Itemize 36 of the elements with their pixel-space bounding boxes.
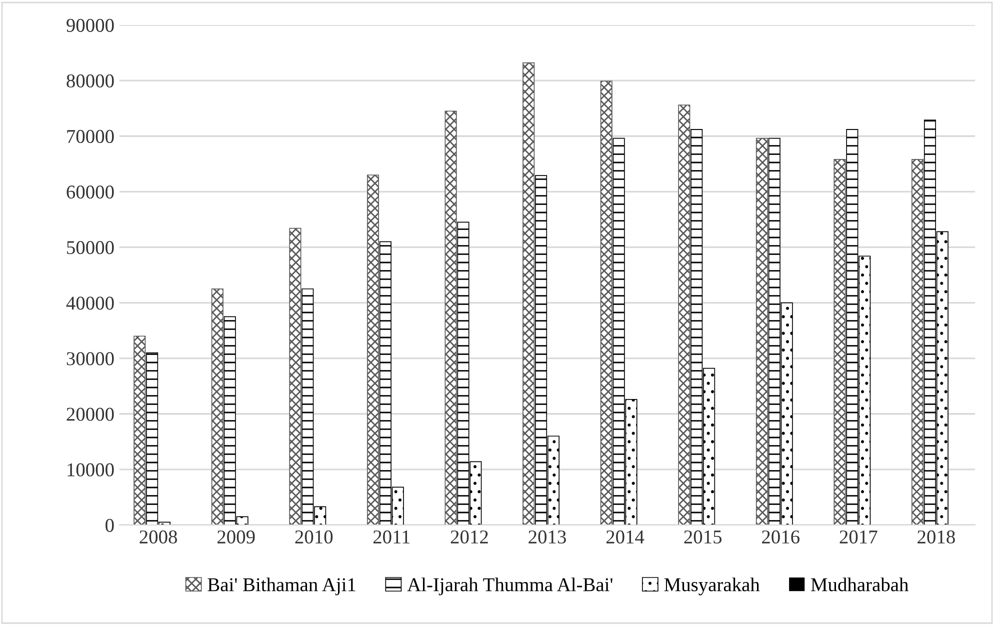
bar: [134, 336, 146, 525]
bar: [834, 159, 846, 525]
x-tick-label: 2008: [140, 530, 177, 544]
x-tick-label: 2012: [450, 530, 488, 544]
x-tick-label: 2011: [373, 530, 410, 544]
legend-label: Mudharabah: [811, 578, 908, 592]
bar: [600, 80, 612, 525]
bar: [366, 174, 380, 525]
x-tick-label: 2009: [217, 530, 255, 544]
y-tick-label: 50000: [67, 241, 114, 254]
y-tick-label: 10000: [68, 463, 114, 476]
y-tick-label: 20000: [66, 408, 114, 421]
legend-label: Bai' Bithaman Aji1: [208, 578, 356, 596]
x-tick-label: 2014: [606, 530, 644, 544]
legend-label: Al-Ijarah Thumma Al-Bai': [407, 578, 612, 596]
y-tick-label: 0: [106, 518, 114, 532]
x-tick-label: 2015: [684, 530, 722, 544]
bar: [912, 159, 924, 525]
legend-label: Musyarakah: [664, 578, 760, 596]
x-tick-label: 2013: [528, 530, 566, 544]
bar: [756, 138, 768, 525]
y-tick-label: 70000: [67, 130, 114, 144]
y-tick-label: 60000: [66, 185, 114, 199]
x-tick-label: 2010: [295, 530, 333, 544]
bar: [289, 228, 302, 525]
x-tick-label: 2016: [762, 530, 800, 544]
bar: [522, 62, 535, 525]
bar: [444, 110, 457, 525]
y-tick-label: 90000: [66, 18, 114, 32]
bar: [211, 288, 224, 525]
y-tick-label: 80000: [66, 74, 114, 88]
x-tick-label: 2018: [918, 530, 955, 544]
bar: [678, 104, 690, 525]
x-tick-label: 2017: [840, 530, 878, 544]
y-tick-label: 30000: [66, 352, 114, 366]
y-tick-label: 40000: [66, 296, 114, 310]
